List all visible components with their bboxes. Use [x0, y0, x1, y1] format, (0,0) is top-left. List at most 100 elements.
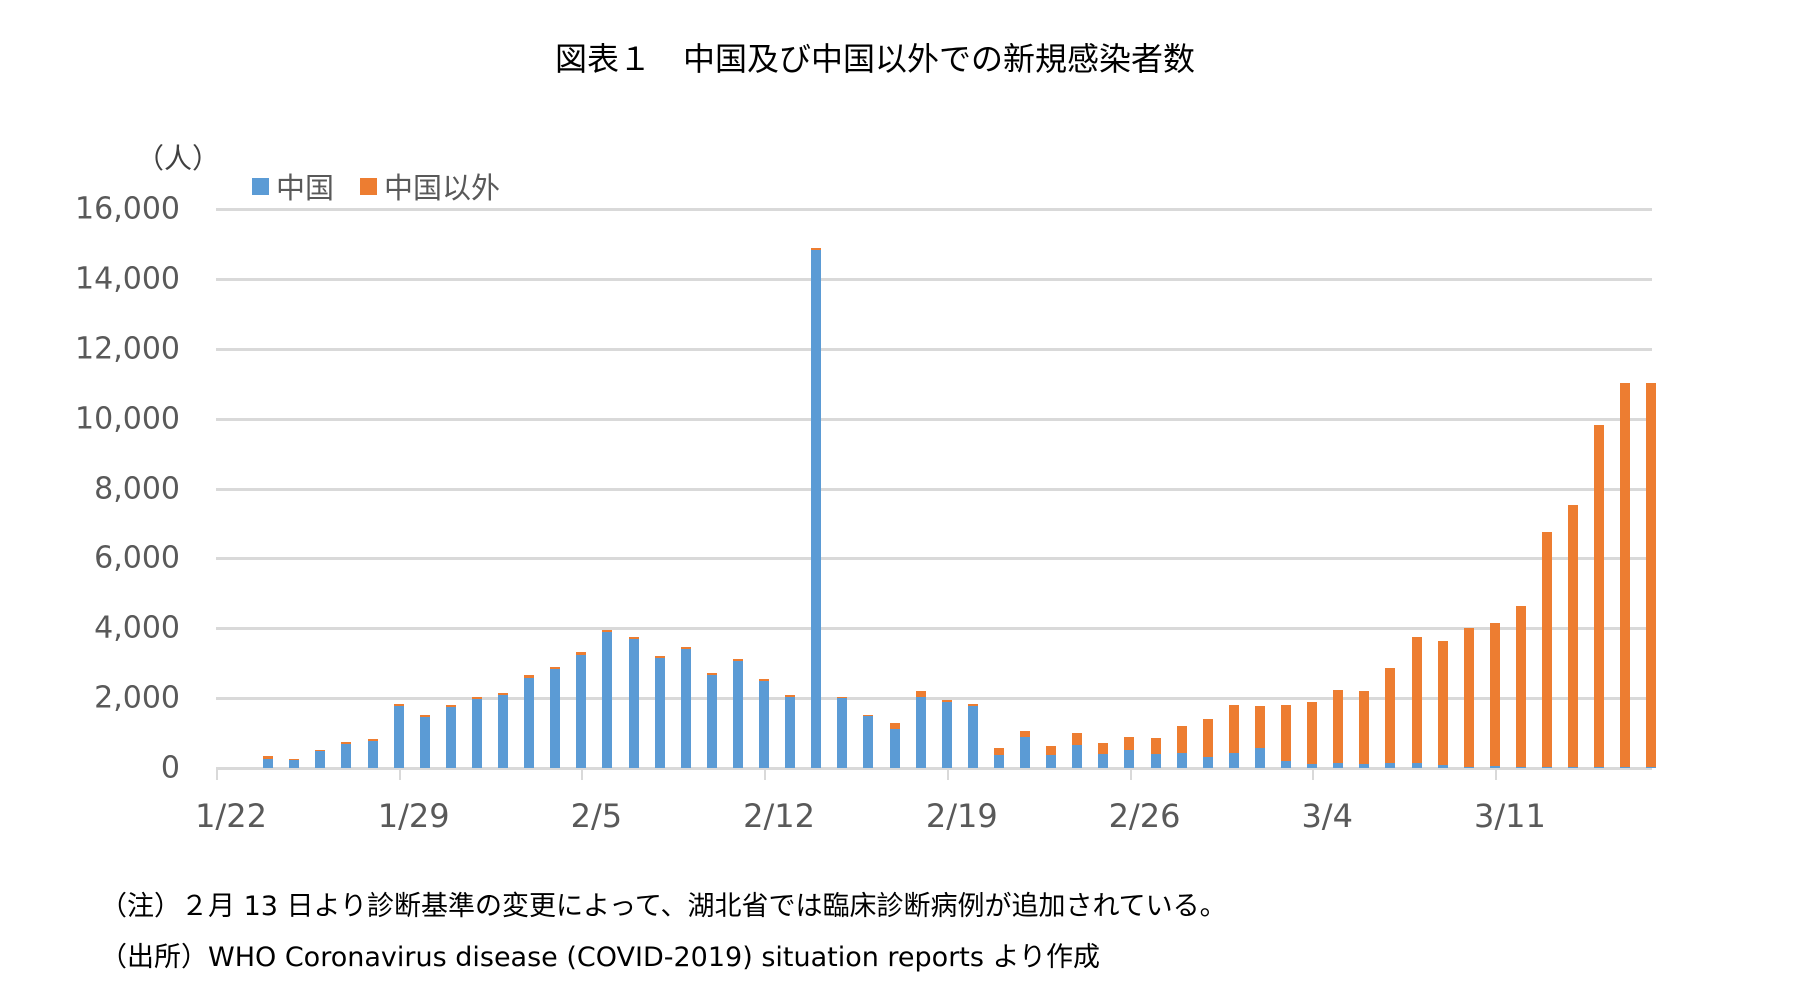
bar-2-8 [680, 647, 691, 768]
x-tick-mark [216, 768, 218, 780]
bar-segment-china [915, 696, 926, 768]
bar-2-4 [576, 652, 587, 768]
bar-segment-outside-china [1620, 383, 1631, 767]
bar-1-30 [445, 705, 456, 768]
footnote-note: （注）２月 13 日より診断基準の変更によって、湖北省では臨床診断病例が追加され… [100, 891, 1227, 922]
x-tick-label: 3/4 [1301, 797, 1353, 835]
bar-segment-china [1646, 767, 1657, 768]
bar-3-6 [1385, 667, 1396, 768]
bar-segment-outside-china [993, 748, 1004, 756]
bar-2-17 [915, 691, 926, 768]
x-tick-mark [946, 768, 949, 780]
bar-2-24 [1098, 743, 1109, 768]
y-tick-label: 6,000 [94, 540, 180, 576]
bar-2-25 [1124, 736, 1135, 768]
x-tick-mark [581, 768, 584, 780]
bar-segment-china [1542, 766, 1553, 768]
bar-segment-outside-china [1072, 732, 1083, 746]
bar-3-2 [1281, 704, 1292, 768]
bar-1-24 [289, 758, 300, 768]
bar-segment-outside-china [1254, 705, 1265, 749]
bar-segment-outside-china [1176, 726, 1187, 753]
bar-2-20 [993, 748, 1004, 768]
legend-swatch-outside-china-icon [360, 177, 378, 195]
x-tick-mark [764, 768, 767, 780]
bar-segment-china [1228, 752, 1239, 768]
bar-segment-china [1620, 766, 1631, 768]
bar-segment-outside-china [1568, 505, 1579, 768]
bar-segment-outside-china [837, 697, 848, 699]
bar-segment-china [1150, 753, 1161, 768]
x-tick-label: 1/22 [195, 797, 267, 835]
bar-segment-outside-china [1150, 737, 1161, 754]
bar-segment-china [419, 716, 430, 768]
bar-2-18 [941, 699, 952, 768]
gridline [216, 277, 1652, 281]
x-tick-mark [1129, 768, 1132, 780]
bar-2-9 [706, 673, 717, 768]
legend-label: 中国 [276, 171, 335, 205]
legend: 中国 中国以外 [252, 165, 526, 207]
bar-segment-outside-china [471, 696, 482, 699]
x-tick-mark [1312, 768, 1315, 780]
bar-segment-outside-china [1646, 382, 1657, 768]
bar-segment-outside-china [759, 679, 770, 682]
bar-segment-china [1359, 764, 1370, 768]
bar-1-26 [341, 742, 352, 768]
bar-segment-outside-china [1202, 719, 1213, 757]
bar-segment-outside-china [445, 705, 456, 708]
bar-segment-china [1072, 745, 1083, 768]
bar-segment-china [367, 740, 378, 768]
bar-segment-outside-china [915, 691, 926, 697]
bar-3-14 [1594, 424, 1605, 768]
bar-2-15 [863, 714, 874, 768]
bar-segment-china [1046, 754, 1057, 768]
bar-segment-outside-china [863, 714, 874, 717]
y-tick-label: 12,000 [75, 331, 180, 367]
bar-segment-china [1385, 762, 1396, 768]
bar-segment-china [1437, 765, 1448, 768]
bar-segment-outside-china [1411, 636, 1422, 764]
bar-segment-outside-china [967, 703, 978, 707]
bar-segment-outside-china [1307, 701, 1318, 764]
bar-segment-outside-china [263, 756, 274, 759]
bar-2-5 [602, 629, 613, 768]
bar-3-10 [1489, 623, 1500, 768]
bar-2-29 [1228, 705, 1239, 768]
bar-segment-china [759, 681, 770, 768]
bar-2-14 [837, 697, 848, 768]
bar-1-31 [471, 696, 482, 768]
bar-2-12 [785, 695, 796, 768]
bar-1-27 [367, 739, 378, 768]
bar-segment-outside-china [419, 715, 430, 717]
bar-segment-china [341, 743, 352, 768]
bar-segment-outside-china [1489, 623, 1500, 766]
bar-segment-outside-china [1385, 667, 1396, 763]
bar-segment-china [837, 698, 848, 768]
bar-segment-outside-china [1020, 731, 1031, 737]
y-tick-label: 10,000 [75, 401, 180, 437]
gridline [216, 208, 1652, 211]
bar-3-1 [1254, 705, 1265, 768]
x-tick-mark [398, 768, 401, 780]
bar-segment-outside-china [1046, 746, 1057, 755]
legend-label: 中国以外 [384, 171, 501, 205]
y-tick-label: 0 [160, 750, 180, 786]
bar-3-8 [1437, 640, 1448, 768]
bar-segment-outside-china [1515, 605, 1526, 767]
y-tick-label: 4,000 [94, 610, 180, 646]
legend-swatch-china-icon [252, 177, 269, 195]
bar-segment-china [471, 698, 482, 768]
bar-segment-outside-china [785, 695, 796, 698]
bar-segment-china [889, 728, 900, 768]
bar-segment-outside-china [941, 699, 952, 703]
bar-segment-china [1594, 766, 1605, 768]
bar-3-11 [1515, 605, 1526, 768]
bar-segment-outside-china [393, 704, 404, 707]
bar-segment-china [732, 661, 743, 768]
bar-segment-outside-china [576, 652, 587, 655]
bar-segment-china [863, 716, 874, 768]
bar-3-5 [1359, 690, 1370, 768]
bar-2-26 [1150, 737, 1161, 768]
x-tick-label: 2/19 [925, 797, 998, 835]
